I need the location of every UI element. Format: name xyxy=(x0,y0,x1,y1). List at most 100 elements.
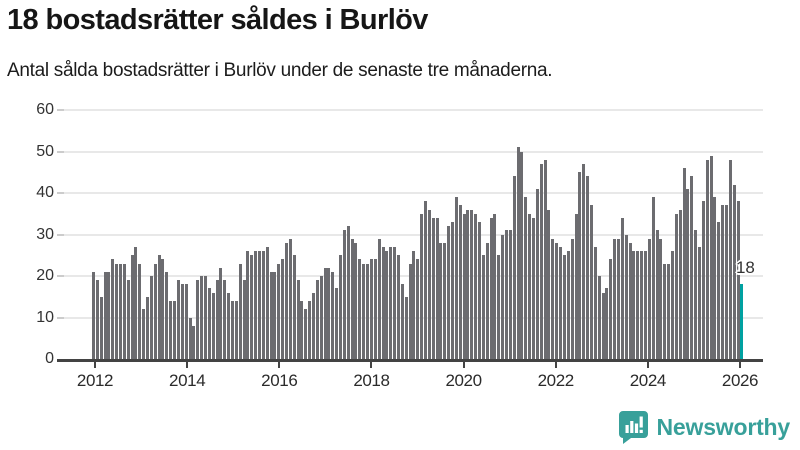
bar xyxy=(107,271,111,359)
x-tick-label: 2026 xyxy=(721,371,759,390)
x-axis-tick xyxy=(94,362,96,368)
bar xyxy=(570,238,574,359)
bar xyxy=(589,205,593,359)
bar xyxy=(624,234,628,359)
bar xyxy=(157,255,161,359)
bar xyxy=(200,276,204,359)
bar xyxy=(115,263,119,359)
bar xyxy=(95,280,99,359)
bar xyxy=(632,251,636,359)
bar xyxy=(605,288,609,359)
bar xyxy=(203,276,207,359)
bar xyxy=(535,188,539,359)
bar xyxy=(288,238,292,359)
bar xyxy=(643,251,647,359)
bar xyxy=(273,271,277,359)
x-tick-label: 2012 xyxy=(76,371,114,390)
bar xyxy=(593,246,597,359)
bar xyxy=(188,317,192,359)
bar xyxy=(647,238,651,359)
bar xyxy=(319,276,323,359)
bar xyxy=(130,255,134,359)
bar xyxy=(335,288,339,359)
y-axis-tick xyxy=(57,275,64,277)
bar xyxy=(682,168,686,359)
bar xyxy=(146,296,150,359)
x-axis-tick xyxy=(278,362,281,368)
y-axis-tick xyxy=(57,233,64,236)
bar xyxy=(196,280,200,359)
bar xyxy=(616,238,620,359)
bar xyxy=(265,246,269,359)
bar xyxy=(551,238,555,359)
bar xyxy=(512,176,516,359)
bar xyxy=(690,176,694,359)
bar xyxy=(740,284,744,359)
gridline xyxy=(63,150,763,153)
bar xyxy=(119,263,123,359)
bar xyxy=(674,213,678,359)
x-tick-label: 2020 xyxy=(445,371,482,390)
bar xyxy=(138,263,142,359)
gridline xyxy=(63,192,763,194)
bar xyxy=(520,151,524,359)
bar xyxy=(219,267,223,359)
bar xyxy=(400,284,404,359)
bar xyxy=(701,201,705,359)
x-tick-label: 2016 xyxy=(261,371,298,390)
bar xyxy=(454,197,458,359)
bar xyxy=(709,155,713,359)
bar xyxy=(497,255,501,359)
bar xyxy=(269,271,273,359)
bar xyxy=(667,263,671,359)
bar xyxy=(485,242,489,359)
bar xyxy=(516,147,520,359)
bar xyxy=(215,280,219,359)
bar xyxy=(636,251,640,359)
x-tick-label: 2024 xyxy=(629,371,667,390)
bar xyxy=(728,159,732,359)
bar xyxy=(173,300,177,359)
bar xyxy=(412,251,416,359)
bar xyxy=(736,201,740,359)
bar xyxy=(628,242,632,359)
bar xyxy=(149,276,153,359)
bar xyxy=(254,251,258,359)
y-tick-label: 30 xyxy=(36,225,54,243)
bar xyxy=(450,222,454,359)
bar xyxy=(505,230,509,359)
bar xyxy=(427,209,431,359)
x-axis-tick xyxy=(186,362,189,368)
newsworthy-logo[interactable]: Newsworthy xyxy=(618,410,790,444)
y-tick-label: 40 xyxy=(36,184,54,201)
bar xyxy=(339,255,343,359)
bar xyxy=(122,263,126,359)
bar xyxy=(312,292,316,359)
bar xyxy=(369,259,373,359)
y-tick-label: 20 xyxy=(36,267,54,284)
x-tick-label: 2014 xyxy=(169,371,206,390)
bar xyxy=(404,296,408,359)
bar xyxy=(613,238,617,359)
bar xyxy=(331,271,335,359)
bar xyxy=(671,251,674,359)
bar xyxy=(169,300,173,359)
footer: Newsworthy xyxy=(618,410,790,444)
bar xyxy=(489,217,493,359)
x-tick-label: 2022 xyxy=(537,371,575,390)
gridline xyxy=(63,109,763,111)
bar xyxy=(358,259,362,359)
bar xyxy=(574,213,578,359)
bar xyxy=(327,267,331,359)
bar xyxy=(300,300,304,359)
bar xyxy=(126,280,130,359)
bar xyxy=(257,251,261,359)
bar xyxy=(717,222,721,359)
bar xyxy=(192,325,196,359)
bar xyxy=(377,238,381,359)
bar xyxy=(342,230,346,359)
bar xyxy=(493,213,497,359)
bar xyxy=(543,159,547,359)
bar xyxy=(547,209,551,359)
bar xyxy=(466,209,470,359)
